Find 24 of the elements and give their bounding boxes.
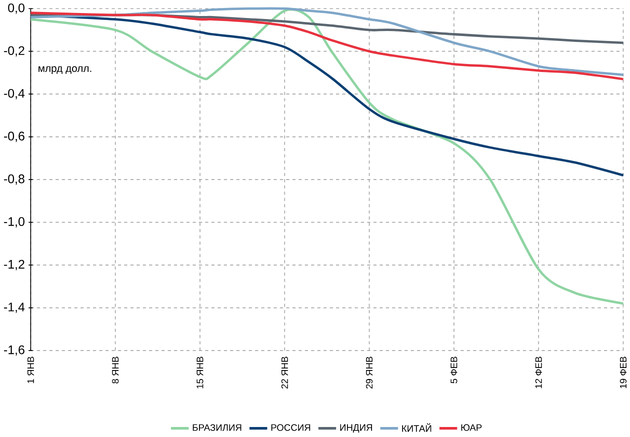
y-tick-label: -1,4 <box>4 302 25 313</box>
y-tick-label: -1,0 <box>4 216 24 228</box>
y-tick-label: -1,6 <box>4 345 24 356</box>
x-tick-label: 29 ЯНВ <box>366 356 373 388</box>
x-tick-label: 12 ФЕВ <box>535 356 542 388</box>
x-tick-label: 22 ЯНВ <box>281 356 288 388</box>
legend-label: БРАЗИЛИЯ <box>192 424 242 431</box>
y-tick-label: -0,6 <box>4 131 24 142</box>
legend-label: КИТАЙ <box>402 423 432 432</box>
x-tick-label: 1 ЯНВ <box>27 356 34 383</box>
line-series <box>29 8 624 304</box>
y-tick-label: -1,2 <box>4 260 24 270</box>
x-tick-label: 15 ЯНВ <box>196 356 204 388</box>
annotation: млрд долл. <box>38 66 92 74</box>
y-tick-label: 0,0 <box>8 3 24 14</box>
legend-label: РОССИЯ <box>271 424 310 431</box>
y-tick-label: -0,2 <box>4 46 24 56</box>
legend-label: ЮАР <box>461 424 482 431</box>
y-tick-label: -0,8 <box>4 174 24 184</box>
x-tick-label: 19 ФЕВ <box>620 356 627 388</box>
x-tick-label: 5 ФЕВ <box>450 356 458 384</box>
x-tick-label: 8 ЯНВ <box>112 356 119 384</box>
legend-label: ИНДИЯ <box>340 424 372 432</box>
y-tick-label: -0,4 <box>4 88 25 100</box>
